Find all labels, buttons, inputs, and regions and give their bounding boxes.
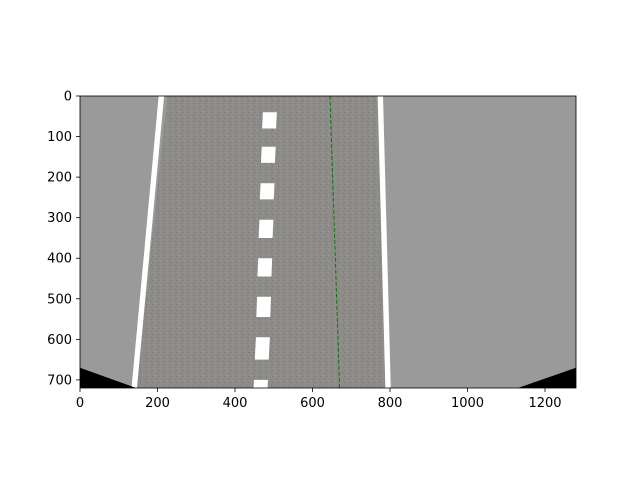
x-tick-label: 1000 [451,396,484,411]
center-dash [255,337,270,359]
x-tick-label: 200 [145,396,170,411]
center-dash [256,297,271,317]
center-dash [259,220,274,238]
y-tick-label: 0 [64,90,72,105]
x-tick-label: 400 [223,396,248,411]
x-tick-label: 0 [76,396,84,411]
y-tick-label: 600 [47,333,72,348]
center-dash [262,112,277,128]
center-dash [260,183,275,199]
x-tick-label: 800 [378,396,403,411]
image-plot-area [80,96,576,388]
y-tick-label: 100 [47,130,72,145]
x-tick-label: 1200 [528,396,561,411]
y-tick-label: 400 [47,252,72,267]
y-tick-label: 700 [47,373,72,388]
y-tick-label: 200 [47,171,72,186]
center-dash [261,147,276,163]
y-tick-label: 500 [47,292,72,307]
y-tick-label: 300 [47,211,72,226]
x-tick-label: 600 [300,396,325,411]
center-dash [257,258,272,276]
center-dash [254,380,268,388]
